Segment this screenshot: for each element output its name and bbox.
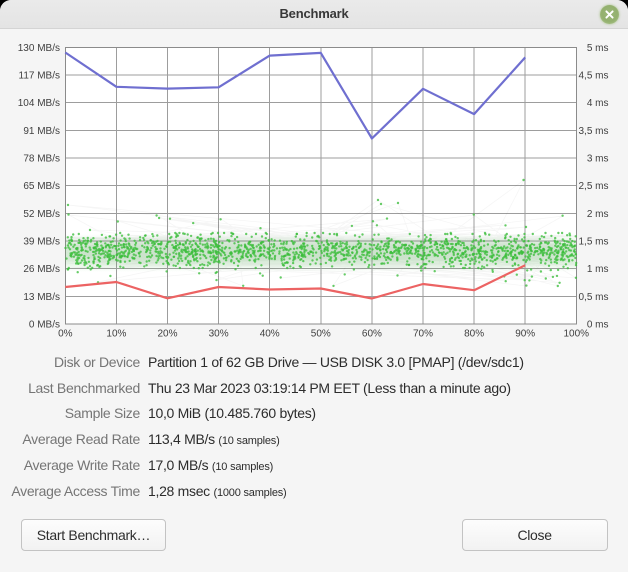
svg-text:40%: 40% [260,329,280,340]
svg-text:1,5 ms: 1,5 ms [578,237,608,248]
svg-text:117 MB/s: 117 MB/s [19,71,61,82]
svg-text:3 ms: 3 ms [587,154,609,165]
svg-text:65 MB/s: 65 MB/s [23,181,60,192]
svg-text:0 MB/s: 0 MB/s [29,320,60,331]
svg-text:130 MB/s: 130 MB/s [18,43,60,54]
svg-text:91 MB/s: 91 MB/s [23,126,60,137]
svg-text:5 ms: 5 ms [587,43,609,54]
svg-text:13 MB/s: 13 MB/s [23,292,60,303]
svg-text:10%: 10% [106,329,126,340]
svg-text:26 MB/s: 26 MB/s [23,264,60,275]
svg-text:0 ms: 0 ms [587,320,609,331]
svg-text:70%: 70% [413,329,433,340]
svg-text:78 MB/s: 78 MB/s [23,154,60,165]
svg-text:90%: 90% [515,329,535,340]
svg-text:100%: 100% [564,329,590,340]
svg-text:0,5 ms: 0,5 ms [578,292,608,303]
svg-text:20%: 20% [157,329,177,340]
svg-text:50%: 50% [311,329,331,340]
svg-text:39 MB/s: 39 MB/s [23,237,60,248]
svg-text:52 MB/s: 52 MB/s [23,209,60,220]
svg-text:104 MB/s: 104 MB/s [18,98,60,109]
svg-text:30%: 30% [209,329,229,340]
svg-text:2 ms: 2 ms [587,209,609,220]
svg-text:1 ms: 1 ms [587,264,609,275]
svg-text:0%: 0% [58,329,73,340]
svg-text:4,5 ms: 4,5 ms [578,71,608,82]
svg-text:3,5 ms: 3,5 ms [578,126,608,137]
svg-text:80%: 80% [464,329,484,340]
svg-text:2,5 ms: 2,5 ms [578,181,608,192]
svg-text:60%: 60% [362,329,382,340]
svg-text:4 ms: 4 ms [587,98,609,109]
